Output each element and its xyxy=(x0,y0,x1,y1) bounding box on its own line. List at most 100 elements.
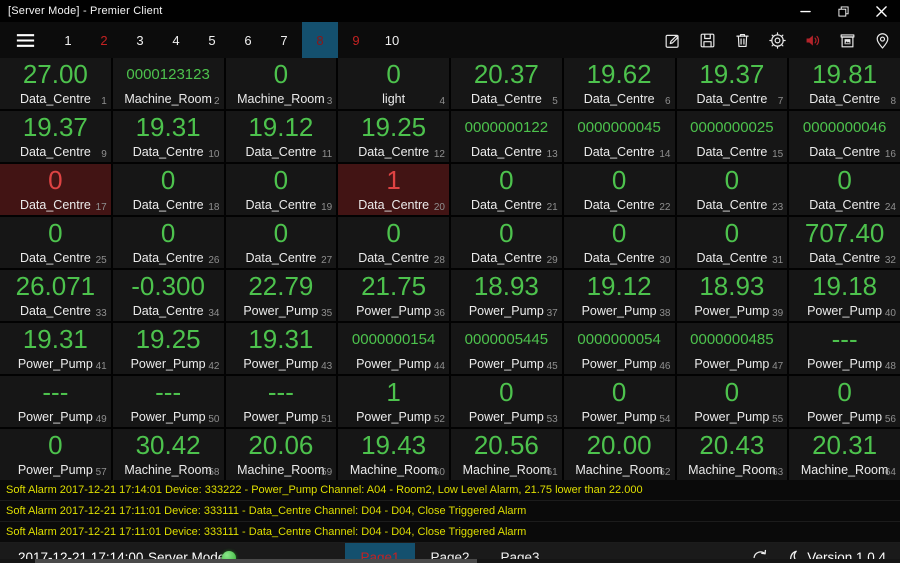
sensor-cell-13[interactable]: 0000000122 Data_Centre 13 xyxy=(451,111,562,162)
sensor-cell-61[interactable]: 20.56 Machine_Room 61 xyxy=(451,429,562,480)
sensor-cell-21[interactable]: 0 Data_Centre 21 xyxy=(451,164,562,215)
alarm-message[interactable]: Soft Alarm 2017-12-21 17:11:01 Device: 3… xyxy=(0,522,900,543)
sensor-cell-34[interactable]: -0.300 Data_Centre 34 xyxy=(112,270,224,321)
save-icon[interactable] xyxy=(690,22,725,58)
sensor-label: Power_Pump xyxy=(807,409,883,424)
sensor-value: 19.43 xyxy=(361,430,427,460)
sensor-cell-18[interactable]: 0 Data_Centre 18 xyxy=(112,164,224,215)
sensor-cell-60[interactable]: 19.43 Machine_Room 60 xyxy=(338,429,449,480)
tab-1[interactable]: 1 xyxy=(64,32,72,48)
sensor-cell-32[interactable]: 707.40 Data_Centre 32 xyxy=(789,217,900,268)
alarm-message[interactable]: Soft Alarm 2017-12-21 17:11:01 Device: 3… xyxy=(0,501,900,522)
hamburger-menu-icon[interactable] xyxy=(0,22,50,58)
tab-10[interactable]: 10 xyxy=(384,32,400,48)
trash-icon[interactable] xyxy=(725,22,760,58)
sensor-cell-37[interactable]: 18.93 Power_Pump 37 xyxy=(451,270,562,321)
sensor-cell-35[interactable]: 22.79 Power_Pump 35 xyxy=(225,270,337,321)
tab-7[interactable]: 7 xyxy=(280,32,288,48)
sensor-cell-43[interactable]: 19.31 Power_Pump 43 xyxy=(225,323,337,374)
sensor-cell-27[interactable]: 0 Data_Centre 27 xyxy=(225,217,337,268)
alarm-message[interactable]: Soft Alarm 2017-12-21 17:14:01 Device: 3… xyxy=(0,480,900,501)
sensor-label: Power_Pump xyxy=(356,303,432,318)
close-button[interactable] xyxy=(862,0,900,22)
sensor-cell-28[interactable]: 0 Data_Centre 28 xyxy=(338,217,449,268)
sound-icon[interactable] xyxy=(795,22,830,58)
settings-icon[interactable] xyxy=(760,22,795,58)
sensor-cell-25[interactable]: 0 Data_Centre 25 xyxy=(0,217,111,268)
sensor-value: 19.25 xyxy=(135,324,201,354)
tab-6[interactable]: 6 xyxy=(244,32,252,48)
restore-button[interactable] xyxy=(824,0,862,22)
sensor-cell-1[interactable]: 27.00 Data_Centre 1 xyxy=(0,58,111,109)
sensor-cell-5[interactable]: 20.37 Data_Centre 5 xyxy=(451,58,562,109)
sensor-cell-62[interactable]: 20.00 Machine_Room 62 xyxy=(563,429,675,480)
sensor-cell-17[interactable]: 0 Data_Centre 17 xyxy=(0,164,111,215)
sensor-cell-59[interactable]: 20.06 Machine_Room 59 xyxy=(225,429,337,480)
sensor-cell-30[interactable]: 0 Data_Centre 30 xyxy=(563,217,675,268)
sensor-cell-44[interactable]: 0000000154 Power_Pump 44 xyxy=(338,323,449,374)
sensor-cell-47[interactable]: 0000000485 Power_Pump 47 xyxy=(676,323,788,374)
sensor-cell-15[interactable]: 0000000025 Data_Centre 15 xyxy=(676,111,788,162)
sensor-cell-56[interactable]: 0 Power_Pump 56 xyxy=(789,376,900,427)
tab-8[interactable]: 8 xyxy=(302,22,338,58)
sensor-cell-11[interactable]: 19.12 Data_Centre 11 xyxy=(225,111,337,162)
sensor-cell-6[interactable]: 19.62 Data_Centre 6 xyxy=(563,58,675,109)
sensor-cell-41[interactable]: 19.31 Power_Pump 41 xyxy=(0,323,111,374)
sensor-cell-20[interactable]: 1 Data_Centre 20 xyxy=(338,164,449,215)
sensor-cell-36[interactable]: 21.75 Power_Pump 36 xyxy=(338,270,449,321)
sensor-cell-8[interactable]: 19.81 Data_Centre 8 xyxy=(789,58,900,109)
sensor-cell-9[interactable]: 19.37 Data_Centre 9 xyxy=(0,111,111,162)
sensor-cell-29[interactable]: 0 Data_Centre 29 xyxy=(451,217,562,268)
sensor-label: Data_Centre xyxy=(358,144,430,159)
sensor-cell-4[interactable]: 0 light 4 xyxy=(338,58,449,109)
sensor-cell-48[interactable]: --- Power_Pump 48 xyxy=(789,323,900,374)
sensor-cell-39[interactable]: 18.93 Power_Pump 39 xyxy=(676,270,788,321)
sensor-cell-12[interactable]: 19.25 Data_Centre 12 xyxy=(338,111,449,162)
tab-9[interactable]: 9 xyxy=(352,32,360,48)
tab-4[interactable]: 4 xyxy=(172,32,180,48)
sensor-value: --- xyxy=(267,377,294,407)
sensor-cell-16[interactable]: 0000000046 Data_Centre 16 xyxy=(789,111,900,162)
window-title: [Server Mode] - Premier Client xyxy=(8,5,163,17)
sensor-cell-58[interactable]: 30.42 Machine_Room 58 xyxy=(112,429,224,480)
sensor-cell-52[interactable]: 1 Power_Pump 52 xyxy=(338,376,449,427)
sensor-cell-10[interactable]: 19.31 Data_Centre 10 xyxy=(112,111,224,162)
sensor-label: Power_Pump xyxy=(17,462,93,477)
sensor-cell-64[interactable]: 20.31 Machine_Room 64 xyxy=(789,429,900,480)
sensor-cell-54[interactable]: 0 Power_Pump 54 xyxy=(563,376,675,427)
sensor-cell-3[interactable]: 0 Machine_Room 3 xyxy=(225,58,337,109)
sensor-cell-22[interactable]: 0 Data_Centre 22 xyxy=(563,164,675,215)
sensor-cell-57[interactable]: 0 Power_Pump 57 xyxy=(0,429,111,480)
sensor-cell-31[interactable]: 0 Data_Centre 31 xyxy=(676,217,788,268)
sensor-cell-45[interactable]: 0000005445 Power_Pump 45 xyxy=(451,323,562,374)
sensor-cell-38[interactable]: 19.12 Power_Pump 38 xyxy=(563,270,675,321)
tab-2[interactable]: 2 xyxy=(100,32,108,48)
sensor-cell-53[interactable]: 0 Power_Pump 53 xyxy=(451,376,562,427)
sensor-cell-23[interactable]: 0 Data_Centre 23 xyxy=(676,164,788,215)
minimize-button[interactable] xyxy=(786,0,824,22)
sensor-value: 0 xyxy=(48,430,63,460)
sensor-cell-40[interactable]: 19.18 Power_Pump 40 xyxy=(789,270,900,321)
sensor-cell-7[interactable]: 19.37 Data_Centre 7 xyxy=(676,58,788,109)
sensor-value: 27.00 xyxy=(22,59,88,89)
sensor-cell-55[interactable]: 0 Power_Pump 55 xyxy=(676,376,788,427)
tab-5[interactable]: 5 xyxy=(208,32,216,48)
sensor-cell-33[interactable]: 26.071 Data_Centre 33 xyxy=(0,270,111,321)
location-icon[interactable] xyxy=(865,22,900,58)
sensor-cell-51[interactable]: --- Power_Pump 51 xyxy=(225,376,337,427)
sensor-cell-26[interactable]: 0 Data_Centre 26 xyxy=(112,217,224,268)
sensor-index: 8 xyxy=(890,96,896,107)
tab-3[interactable]: 3 xyxy=(136,32,144,48)
sensor-cell-49[interactable]: --- Power_Pump 49 xyxy=(0,376,111,427)
sensor-cell-2[interactable]: 0000123123 Machine_Room 2 xyxy=(112,58,224,109)
sensor-cell-50[interactable]: --- Power_Pump 50 xyxy=(112,376,224,427)
sensor-cell-14[interactable]: 0000000045 Data_Centre 14 xyxy=(563,111,675,162)
sensor-cell-42[interactable]: 19.25 Power_Pump 42 xyxy=(112,323,224,374)
sensor-cell-19[interactable]: 0 Data_Centre 19 xyxy=(225,164,337,215)
edit-icon[interactable] xyxy=(655,22,690,58)
sensor-cell-46[interactable]: 0000000054 Power_Pump 46 xyxy=(563,323,675,374)
sensor-cell-63[interactable]: 20.43 Machine_Room 63 xyxy=(676,429,788,480)
sensor-cell-24[interactable]: 0 Data_Centre 24 xyxy=(789,164,900,215)
snapshot-icon[interactable] xyxy=(830,22,865,58)
scrollbar-thumb[interactable] xyxy=(35,559,477,563)
